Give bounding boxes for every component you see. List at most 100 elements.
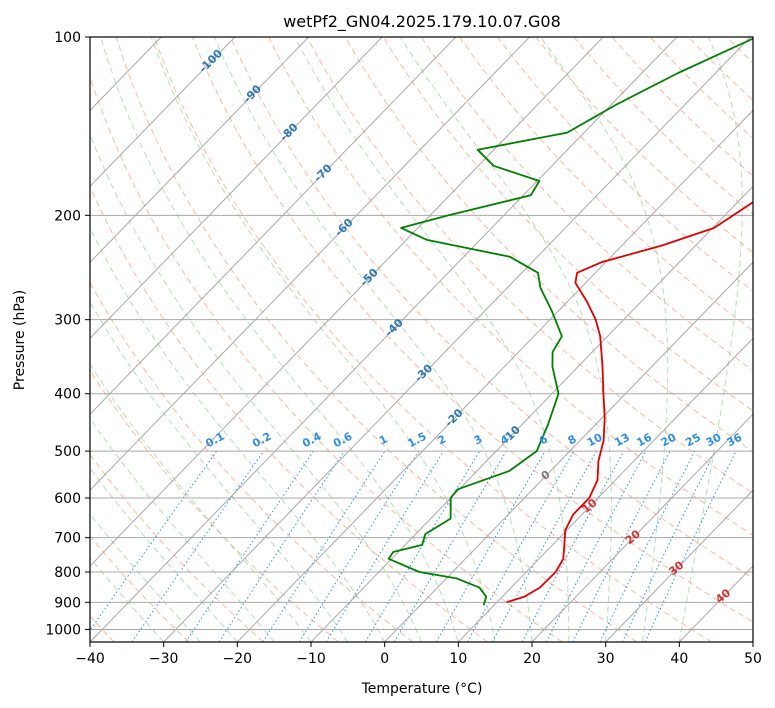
moist-adiabat-line [540, 37, 669, 642]
y-tick-label: 100 [54, 30, 81, 46]
x-tick-label: 0 [380, 651, 389, 667]
y-tick-label: 700 [54, 531, 81, 547]
mixing-ratio-label: 13 [612, 431, 632, 450]
isotherm-line [90, 37, 383, 339]
x-axis-label: Temperature (°C) [361, 681, 483, 697]
y-tick-label: 500 [54, 444, 81, 460]
isotherm-line [752, 641, 753, 642]
x-tick-label: −30 [149, 651, 179, 667]
dry-adiabat-line [420, 37, 753, 372]
mixing-ratio-label: 1.5 [405, 430, 428, 451]
isotherm-line [90, 37, 678, 642]
dry-adiabat-line [726, 37, 753, 64]
isotherm-line [310, 185, 753, 642]
mixing-ratio-label: 36 [725, 431, 745, 450]
mixing-ratio-line [467, 450, 575, 642]
dry-adiabat-line [458, 37, 753, 332]
mixing-ratio-label: 16 [634, 431, 654, 450]
chart-title: wetPf2_GN04.2025.179.10.07.G08 [283, 12, 561, 32]
y-tick-label: 300 [54, 313, 81, 329]
mixing-ratio-label: 3 [472, 432, 485, 447]
moist-adiabat-line [90, 467, 238, 642]
isotherm-line [236, 109, 753, 642]
mixing-ratio-label: 2 [435, 432, 448, 447]
dry-adiabat-line [649, 37, 753, 139]
x-tick-label: −40 [75, 651, 105, 667]
mixing-ratio-line [90, 450, 218, 632]
mixing-ratio-line [325, 450, 444, 642]
temperature-profile-line [506, 200, 753, 604]
moist-adiabat-line [90, 133, 422, 642]
mixing-ratio-line [364, 450, 481, 642]
x-tick-label: 40 [670, 651, 688, 667]
mixing-ratio-line [262, 450, 386, 642]
mixing-ratio-label: 0.4 [300, 430, 324, 451]
dry-adiabat-line [90, 369, 339, 642]
x-tick-label: −20 [223, 651, 253, 667]
isotherm-line [90, 37, 309, 263]
pressure-grid [90, 37, 753, 642]
x-tick-label: 10 [449, 651, 467, 667]
mixing-ratio-label: 0.1 [203, 430, 226, 451]
dry-adiabat-line [90, 535, 190, 642]
dry-adiabat-line [90, 75, 563, 642]
plot-frame [89, 36, 754, 643]
isotherm-line [457, 337, 753, 642]
isotherm-line [384, 261, 753, 642]
sounding-profiles [387, 37, 753, 606]
x-tick-label: 20 [523, 651, 541, 667]
dry-adiabat-line [765, 37, 775, 642]
moist-adiabat-line [90, 227, 386, 642]
y-tick-label: 200 [54, 208, 81, 224]
x-tick-label: 30 [597, 651, 615, 667]
mixing-ratio-line [435, 450, 546, 642]
isotherm-line [163, 37, 751, 642]
isotherm-line [90, 37, 604, 567]
moist-adiabat-line [678, 37, 743, 642]
mixing-ratio-label: 30 [704, 431, 724, 450]
y-tick-label: 400 [54, 387, 81, 403]
mixing-ratio-label: 10 [585, 431, 605, 450]
isotherm-line [605, 489, 753, 642]
y-tick-label: 1000 [45, 622, 81, 638]
dry-adiabat-line [497, 37, 753, 293]
isotherm-line [90, 37, 457, 415]
mixing-ratio-line [599, 450, 696, 642]
dry-adiabat-line [306, 37, 753, 494]
axes: −40 −30 −20 −10 0 10 20 30 40 50 100 200 300 400 500 60… [45, 30, 762, 667]
mixing-ratio-label: 1 [377, 432, 390, 447]
y-tick-label: 800 [54, 565, 81, 581]
background-lines [90, 37, 775, 642]
dry-adiabat-line [90, 185, 488, 642]
dry-adiabat-line [191, 37, 753, 623]
moist-adiabat-line [399, 37, 612, 642]
mixing-ratio-label: 0.2 [250, 430, 273, 451]
isotherm-line [90, 37, 530, 491]
moist-adiabat-line [213, 37, 533, 642]
dry-adiabat-line [688, 37, 753, 102]
moist-adiabat-line [100, 37, 459, 642]
dry-adiabat-line [535, 37, 753, 254]
moist-adiabat-line [90, 301, 349, 642]
dry-adiabat-line [90, 281, 414, 642]
mixing-ratio-line [521, 450, 625, 642]
moist-adiabat-line [150, 37, 496, 642]
isotherm-line [90, 37, 236, 188]
x-tick-label: 50 [744, 651, 762, 667]
moist-adiabat-line [90, 417, 275, 642]
mixing-ratio-label: 20 [659, 431, 679, 450]
mixing-ratio-line [621, 450, 716, 642]
isotherm-line [531, 413, 753, 642]
y-axis-label: Pressure (hPa) [12, 290, 28, 390]
dry-adiabat-line [90, 453, 264, 642]
mixing-ratio-line [218, 450, 345, 642]
mixing-ratio-label: 25 [683, 431, 703, 450]
mixing-ratio-line [572, 450, 671, 642]
moist-adiabat-line [294, 37, 570, 642]
dewpoint-profile-line [387, 37, 753, 606]
mixing-ratio-line [185, 450, 314, 642]
mixing-ratio-line [644, 450, 737, 642]
moist-adiabat-line [90, 363, 312, 642]
mixing-ratio-line [131, 450, 265, 642]
